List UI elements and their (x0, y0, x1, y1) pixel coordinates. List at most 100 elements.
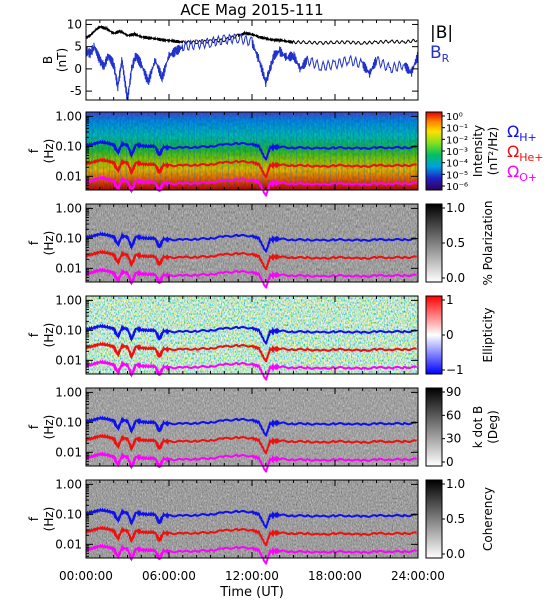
intensity-streak (137, 114, 139, 188)
intensity-streak (205, 114, 207, 188)
time-tick-label: 18:00:00 (308, 569, 362, 583)
intensity-streak (91, 114, 93, 188)
kdotb-ylabel-f: f (27, 424, 41, 429)
field-ytick-label: 5 (74, 40, 82, 54)
polarization-gyro-O-line (85, 267, 417, 289)
intensity-streak (307, 114, 309, 188)
legend-omega-o: ΩO+ (507, 162, 537, 184)
intensity-streak (284, 114, 286, 188)
intensity-colorbar-tick-label: 10⁻⁶ (446, 182, 468, 193)
intensity-streak (131, 114, 133, 188)
intensity-streak (193, 114, 195, 188)
intensity-streak (301, 114, 303, 188)
coherency-panel: 1.00 0.10 0.01 f (Hz) 1.0 0.5 0.0 Coherency (27, 477, 495, 565)
intensity-streak (346, 114, 349, 188)
ellipticity-colorbar-tick-label: 0 (446, 328, 454, 342)
kdotb-colorbar-unit: (Deg) (486, 410, 500, 444)
coherency-spectrogram-texture (86, 480, 418, 558)
coherency-ytick-label: 1.00 (55, 477, 82, 491)
intensity-streak (329, 114, 332, 188)
legend-omega-he: ΩHe+ (507, 142, 544, 164)
intensity-colorbar-tick-label: 10⁻⁴ (446, 159, 468, 170)
intensity-colorbar-tick-label: 10⁻⁵ (446, 170, 468, 181)
intensity-streak (210, 114, 212, 188)
kdotb-gyro-H-line (85, 415, 417, 437)
polarization-colorbar-tick-label: 1.0 (446, 201, 465, 215)
intensity-panel: 1.00 0.10 0.01 f (Hz) 10⁰10⁻¹10⁻²10⁻³10⁻⁴10⁻⁵… (27, 109, 500, 197)
intensity-streak (363, 114, 366, 188)
intensity-streak (380, 114, 383, 188)
coherency-colorbar-tick-label: 0.0 (446, 547, 465, 561)
intensity-colorbar-unit: (nT²/Hz) (486, 127, 500, 175)
x-axis-label: Time (UT) (219, 585, 284, 600)
intensity-streak (176, 114, 178, 188)
intensity-colorbar (425, 111, 443, 191)
ellipticity-colorbar (425, 295, 443, 375)
ellipticity-gyro-O-line (85, 359, 417, 381)
polarization-panel: 1.00 0.10 0.01 f (Hz) 1.0 0.5 0.0 % Polarization (27, 201, 495, 289)
polarization-spectrogram-texture (86, 204, 418, 282)
legend-b-radial: BR (430, 43, 450, 65)
coherency-gyro-He-line (85, 525, 417, 547)
kdotb-spectrogram-texture (86, 388, 418, 466)
intensity-streak (227, 114, 229, 188)
kdotb-colorbar-tick-label: 30 (446, 432, 461, 446)
intensity-colorbar-tick-label: 10⁻¹ (446, 124, 468, 135)
intensity-streak (318, 114, 320, 188)
ellipticity-panel: 1.00 0.10 0.01 f (Hz) 1 0 −1 Ellipticity (27, 293, 495, 381)
intensity-streak (369, 114, 371, 188)
field-ytick-label: 10 (67, 17, 82, 31)
intensity-streak (386, 114, 388, 188)
intensity-spectrogram-texture (86, 112, 418, 190)
time-tick-label: 12:00:00 (225, 569, 279, 583)
intensity-streak (97, 114, 99, 188)
intensity-colorbar-tick-label: 10⁻³ (446, 147, 468, 158)
field-ytick-label: -5 (70, 84, 82, 98)
intensity-streak (171, 114, 173, 188)
ellipticity-ytick-label: 0.01 (55, 353, 82, 367)
series-b-magnitude (85, 24, 418, 46)
field-ylabel-b: B (41, 56, 55, 64)
intensity-streak (397, 114, 400, 188)
intensity-streak (142, 114, 144, 188)
intensity-streak (188, 114, 190, 188)
intensity-streak (250, 114, 252, 188)
coherency-gyro-O-line (85, 543, 417, 565)
ellipticity-ytick-label: 1.00 (55, 293, 82, 307)
intensity-streak (324, 114, 326, 188)
series-b-radial (85, 33, 418, 101)
intensity-gyro-He-line (85, 157, 417, 179)
intensity-streak (114, 114, 116, 188)
kdotb-ylabel-unit: (Hz) (42, 415, 56, 440)
coherency-ylabel-f: f (27, 516, 41, 521)
intensity-colorbar-tick-label: 10⁻² (446, 135, 468, 146)
kdotb-gyro-He-line (85, 433, 417, 455)
chart-title: ACE Mag 2015-111 (180, 1, 323, 19)
intensity-streak (278, 114, 281, 188)
intensity-streak (108, 114, 110, 188)
intensity-streak (125, 114, 127, 188)
kdotb-colorbar-tick-label: 0 (446, 455, 454, 469)
polarization-colorbar-tick-label: 0.5 (446, 236, 465, 250)
intensity-ytick-label: 1.00 (55, 109, 82, 123)
coherency-ylabel-unit: (Hz) (42, 507, 56, 532)
intensity-colorbar-label: Intensity (471, 125, 485, 177)
intensity-streak (295, 114, 298, 188)
kdotb-colorbar-tick-label: 90 (446, 385, 461, 399)
intensity-streak (222, 114, 224, 188)
kdotb-gyro-O-line (85, 451, 417, 473)
polarization-gyro-He-line (85, 249, 417, 271)
polarization-colorbar (425, 203, 443, 283)
polarization-colorbar-tick-label: 0.0 (446, 271, 465, 285)
ellipticity-ylabel-unit: (Hz) (42, 323, 56, 348)
time-tick-label: 06:00:00 (142, 569, 196, 583)
coherency-gyro-H-line (85, 507, 417, 529)
intensity-streak (244, 114, 247, 188)
intensity-streak (358, 114, 360, 188)
intensity-streak (120, 114, 122, 188)
ellipticity-gyro-H-line (85, 323, 417, 345)
intensity-streak (154, 114, 156, 188)
intensity-streak (239, 114, 241, 188)
coherency-colorbar-tick-label: 1.0 (446, 477, 465, 491)
